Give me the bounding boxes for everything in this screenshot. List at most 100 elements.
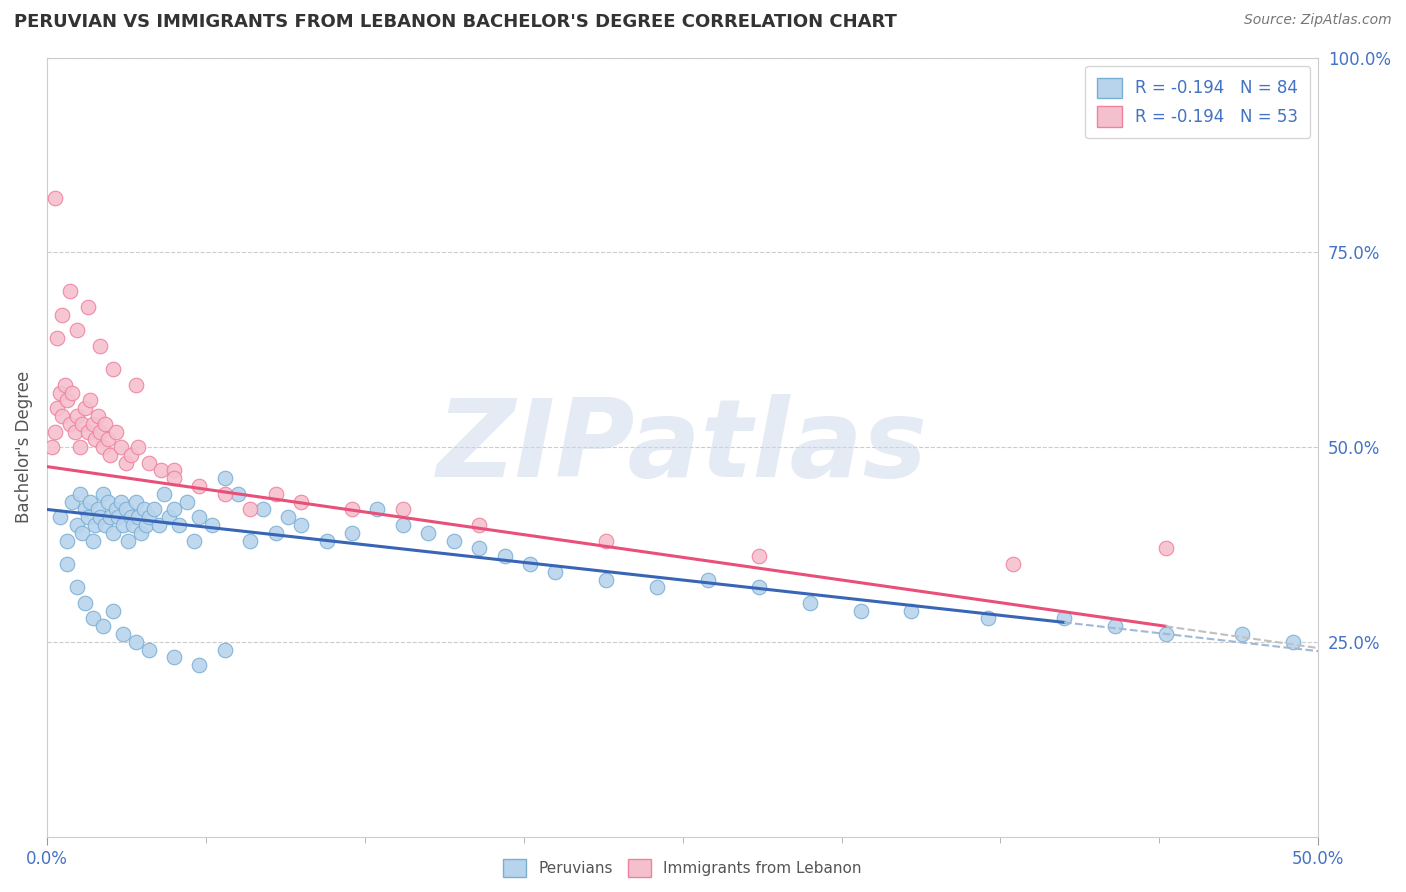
Text: PERUVIAN VS IMMIGRANTS FROM LEBANON BACHELOR'S DEGREE CORRELATION CHART: PERUVIAN VS IMMIGRANTS FROM LEBANON BACH… (14, 13, 897, 31)
Point (76, 510, 98, 524)
Point (1282, 635, 1305, 649)
Point (82, 533, 104, 548)
Point (101, 362, 124, 376)
Point (41, 440, 63, 454)
Point (89, 339, 111, 353)
Point (87, 502, 110, 516)
Point (163, 650, 186, 665)
Point (91, 487, 114, 501)
Point (239, 533, 262, 548)
Point (44, 191, 66, 205)
Point (1154, 627, 1177, 641)
Point (468, 518, 491, 533)
Point (239, 502, 262, 516)
Point (56, 533, 79, 548)
Point (977, 611, 1000, 625)
Point (183, 533, 205, 548)
Point (66, 518, 89, 533)
Point (66, 409, 89, 423)
Point (494, 549, 516, 564)
Point (163, 463, 186, 477)
Point (112, 518, 135, 533)
Point (107, 510, 129, 524)
Point (114, 456, 136, 470)
Point (1053, 611, 1076, 625)
Point (66, 580, 89, 594)
Point (595, 533, 617, 548)
Point (56, 393, 79, 408)
Point (544, 565, 567, 579)
Text: Source: ZipAtlas.com: Source: ZipAtlas.com (1244, 13, 1392, 28)
Point (290, 494, 312, 508)
Point (799, 596, 821, 610)
Point (201, 518, 224, 533)
Point (150, 463, 173, 477)
Point (110, 440, 132, 454)
Point (72, 417, 94, 431)
Point (129, 525, 152, 540)
Point (114, 502, 136, 516)
Point (84, 433, 107, 447)
Point (46, 331, 69, 345)
Point (69, 440, 91, 454)
Point (79, 393, 101, 408)
Point (94, 518, 117, 533)
Point (290, 518, 312, 533)
Point (91, 440, 114, 454)
Point (97, 433, 120, 447)
Point (167, 518, 190, 533)
Point (48, 385, 70, 400)
Point (127, 440, 149, 454)
Point (252, 502, 274, 516)
Point (214, 487, 236, 501)
Point (1154, 541, 1177, 556)
Point (82, 417, 104, 431)
Point (104, 502, 127, 516)
Point (69, 487, 91, 501)
Point (153, 487, 176, 501)
Point (125, 377, 148, 392)
Point (73, 401, 96, 416)
Point (127, 510, 149, 524)
Point (59, 285, 82, 299)
Point (112, 627, 135, 641)
Point (110, 494, 132, 508)
Point (340, 502, 363, 516)
Point (76, 425, 98, 439)
Y-axis label: Bachelor's Degree: Bachelor's Degree (15, 371, 32, 524)
Point (63, 425, 86, 439)
Point (392, 518, 415, 533)
Point (73, 502, 96, 516)
Point (84, 518, 107, 533)
Point (117, 533, 139, 548)
Point (163, 471, 186, 485)
Point (163, 502, 186, 516)
Point (188, 658, 211, 673)
Point (214, 642, 236, 657)
Point (82, 611, 104, 625)
Point (1002, 557, 1025, 571)
Point (66, 323, 89, 337)
Point (226, 487, 249, 501)
Point (100, 510, 122, 524)
Point (900, 604, 922, 618)
Point (264, 525, 287, 540)
Point (188, 479, 211, 493)
Point (595, 573, 617, 587)
Point (142, 502, 165, 516)
Point (188, 510, 211, 524)
Point (89, 510, 111, 524)
Point (135, 518, 157, 533)
Point (214, 471, 236, 485)
Point (120, 448, 142, 462)
Point (138, 510, 160, 524)
Point (120, 510, 142, 524)
Point (76, 300, 98, 314)
Point (60, 385, 83, 400)
Legend: Peruvians, Immigrants from Lebanon: Peruvians, Immigrants from Lebanon (498, 853, 868, 883)
Point (748, 549, 770, 564)
Point (73, 596, 96, 610)
Point (366, 502, 388, 516)
Point (148, 518, 170, 533)
Point (122, 518, 145, 533)
